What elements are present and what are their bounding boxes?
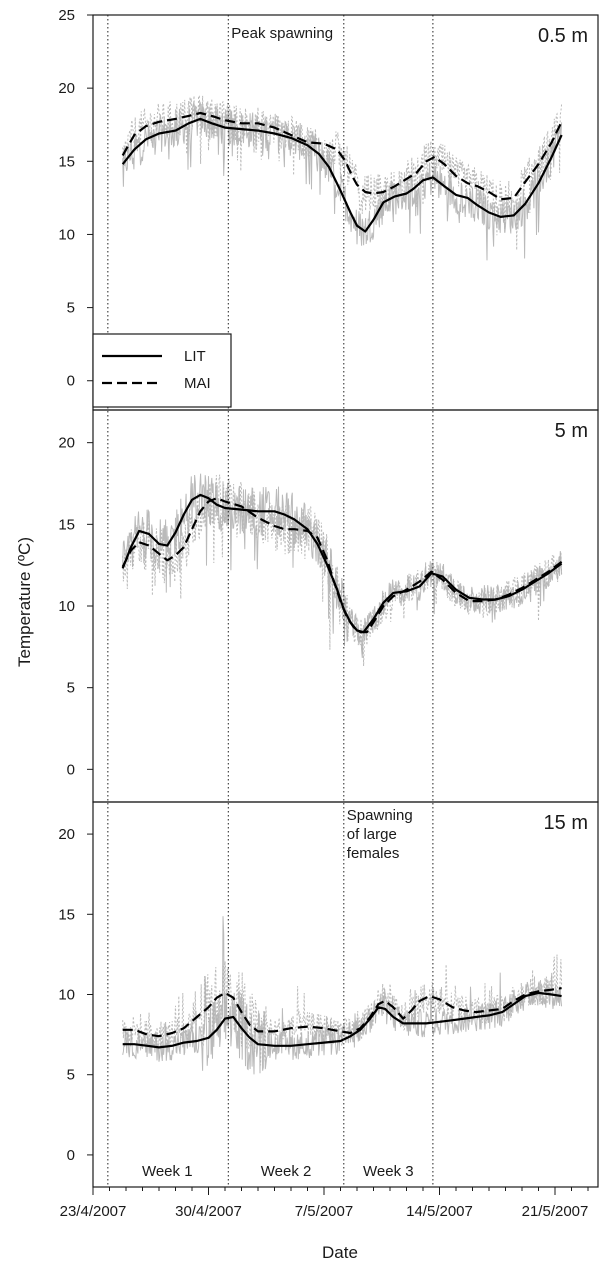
panel-depth-label: 5 m	[555, 420, 588, 442]
y-tick-label: 0	[67, 373, 75, 390]
series-mai-panel-2	[122, 987, 562, 1038]
week-label: Week 2	[261, 1163, 312, 1180]
axes: 0 5 10 15 20 25 0 5 10 15 20 0 5 10 15 20 23/4/2007 30/4/…	[58, 7, 589, 1220]
week-label: Week 1	[142, 1163, 193, 1180]
y-tick-label: 10	[58, 226, 75, 243]
y-tick-label: 20	[58, 826, 75, 843]
y-tick-label: 5	[67, 1067, 75, 1084]
series-mai-panel-0	[121, 111, 563, 201]
series-mai-panel-1	[121, 497, 563, 634]
series-lit-panel-1	[121, 493, 563, 634]
y-tick-label: 5	[67, 300, 75, 317]
raw-trace-lit-1	[122, 473, 563, 658]
raw-trace-lit-2	[122, 916, 563, 1075]
y-tick-label: 15	[58, 516, 75, 533]
series-lit-panel-2	[122, 991, 562, 1049]
smoothed-series	[121, 111, 563, 1049]
legend-box	[92, 333, 232, 408]
annotations: 0.5 m Peak spawning 5 m 15 m Spawning of larg…	[142, 25, 588, 1180]
x-tick-label: 7/5/2007	[295, 1203, 353, 1220]
panel-depth-label: 0.5 m	[538, 25, 588, 47]
y-tick-label: 5	[67, 680, 75, 697]
raw-trace-mai-1	[122, 474, 563, 667]
annotation-text: Peak spawning	[231, 25, 333, 42]
y-tick-label: 25	[58, 7, 75, 24]
y-tick-label: 20	[58, 80, 75, 97]
y-tick-label: 0	[67, 761, 75, 778]
legend-label-lit: LIT	[184, 348, 206, 365]
y-tick-label: 15	[58, 153, 75, 170]
raw-trace-lit-0	[122, 101, 563, 261]
y-tick-label: 10	[58, 987, 75, 1004]
raw-trace-mai-2	[122, 954, 563, 1066]
y-axis-label: Temperature (ºC)	[15, 537, 34, 667]
event-lines	[107, 15, 434, 1187]
x-tick-label: 23/4/2007	[60, 1203, 127, 1220]
legend: LIT MAI	[92, 333, 232, 408]
x-tick-label: 14/5/2007	[406, 1203, 473, 1220]
week-label: Week 3	[363, 1163, 414, 1180]
y-tick-label: 10	[58, 598, 75, 615]
raw-data-traces	[122, 94, 563, 1075]
x-axis-label: Date	[322, 1243, 358, 1262]
y-tick-label: 15	[58, 906, 75, 923]
annotation-text: Spawning	[347, 807, 413, 824]
annotation-text: of large	[347, 826, 397, 843]
annotation-text: females	[347, 845, 400, 862]
panel-depth-label: 15 m	[544, 812, 588, 834]
y-tick-label: 0	[67, 1147, 75, 1164]
x-tick-label: 30/4/2007	[175, 1203, 242, 1220]
series-lit-panel-0	[121, 117, 563, 233]
x-tick-label: 21/5/2007	[522, 1203, 589, 1220]
legend-label-mai: MAI	[184, 375, 211, 392]
y-tick-label: 20	[58, 435, 75, 452]
